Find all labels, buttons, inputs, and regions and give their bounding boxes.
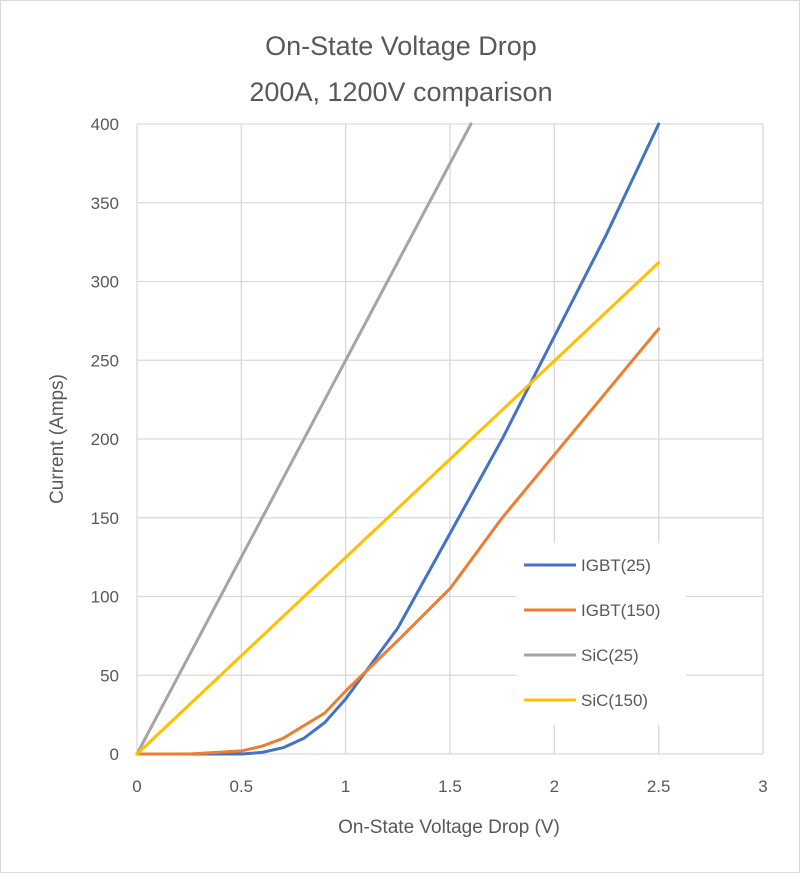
x-tick-label: 1 xyxy=(341,777,350,796)
y-tick-label: 100 xyxy=(91,588,119,607)
x-tick-label: 0 xyxy=(132,777,141,796)
chart-title: On-State Voltage Drop xyxy=(265,31,537,61)
y-tick-label: 200 xyxy=(91,430,119,449)
y-tick-label: 250 xyxy=(91,351,119,370)
x-tick-label: 2 xyxy=(550,777,559,796)
legend-label: SiC(150) xyxy=(581,691,648,710)
y-tick-label: 50 xyxy=(100,666,119,685)
y-tick-label: 150 xyxy=(91,509,119,528)
y-tick-label: 350 xyxy=(91,194,119,213)
y-axis-title: Current (Amps) xyxy=(47,374,68,504)
x-tick-label: 2.5 xyxy=(647,777,671,796)
y-tick-label: 300 xyxy=(91,273,119,292)
series-line-igbt-25 xyxy=(135,122,661,756)
legend-label: IGBT(25) xyxy=(581,556,651,575)
x-tick-label: 1.5 xyxy=(438,777,462,796)
series-line-sic-150 xyxy=(135,261,661,756)
series-line-sic-25 xyxy=(135,122,473,756)
series-line-igbt-150 xyxy=(135,327,661,756)
grid xyxy=(136,123,764,755)
x-axis-title: On-State Voltage Drop (V) xyxy=(338,817,560,838)
legend-label: SiC(25) xyxy=(581,646,639,665)
x-tick-label: 3 xyxy=(758,777,767,796)
x-tick-label: 0.5 xyxy=(230,777,254,796)
legend-background xyxy=(516,543,686,725)
legend: IGBT(25) IGBT(150) SiC(25) SiC(150) xyxy=(516,543,686,725)
legend-label: IGBT(150) xyxy=(581,601,660,620)
y-tick-label: 400 xyxy=(91,115,119,134)
series-lines xyxy=(135,122,661,756)
tick-labels: 0 0.5 1 1.5 2 2.5 3 0 50 100 150 200 250 300 350 400 xyxy=(91,115,768,796)
y-tick-label: 0 xyxy=(110,745,119,764)
chart-subtitle: 200A, 1200V comparison xyxy=(249,77,552,107)
